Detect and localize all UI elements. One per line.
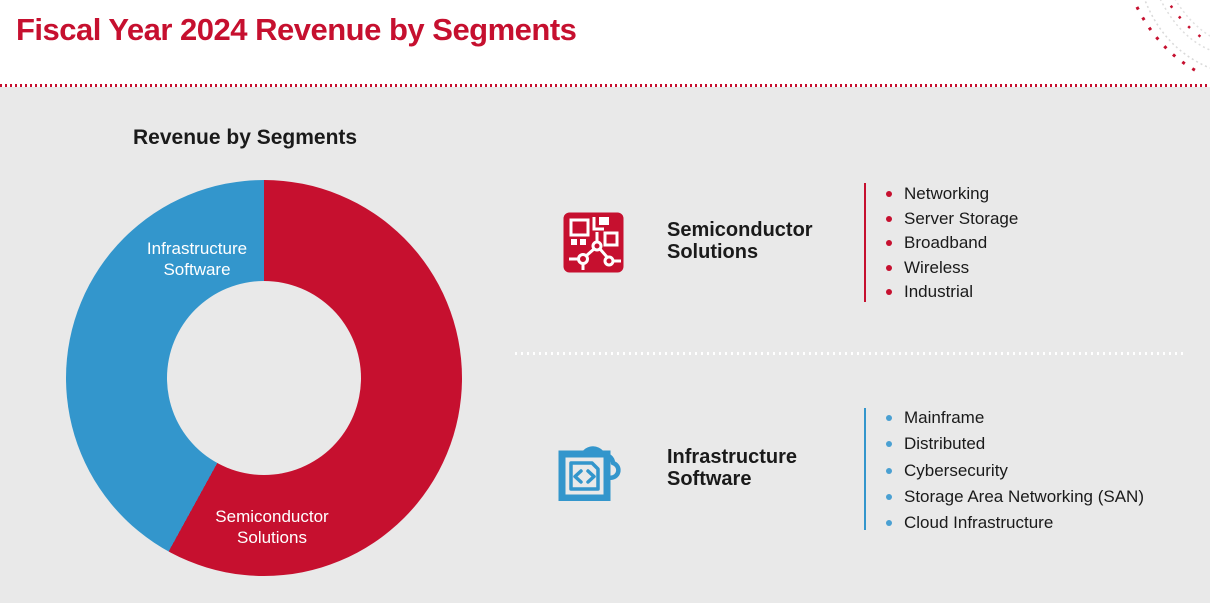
bullet-dot xyxy=(886,191,892,198)
list-item: Cloud Infrastructure xyxy=(886,510,1144,536)
slice-label-line: Infrastructure xyxy=(146,239,248,258)
list-item: Networking xyxy=(886,182,1018,207)
list-item-label: Industrial xyxy=(904,282,973,302)
list-item-label: Wireless xyxy=(904,257,970,277)
bullet-dot xyxy=(886,415,892,422)
legend-divider-dotted xyxy=(515,352,1187,355)
section-title-infrastructure-software: Infrastructure Software xyxy=(667,446,798,490)
bullet-dot xyxy=(886,215,892,222)
list-item: Storage Area Networking (SAN) xyxy=(886,484,1144,510)
list-item-label: Cybersecurity xyxy=(904,460,1008,480)
infrastructure-items-list: Mainframe Distributed Cybersecurity Storage… xyxy=(886,405,1144,536)
list-item: Server Storage xyxy=(886,207,1018,232)
section-title-semiconductor-solutions: Semiconductor Solutions xyxy=(667,219,813,263)
list-item-label: Cloud Infrastructure xyxy=(904,513,1054,533)
page-title: Fiscal Year 2024 Revenue by Segments xyxy=(16,12,577,47)
semiconductor-items-list: Networking Server Storage Broadband Wireles… xyxy=(886,182,1018,305)
slice-label-semiconductor-solutions: Semiconductor Solutions xyxy=(187,506,357,548)
accent-rule-infrastructure xyxy=(864,408,866,530)
list-item: Industrial xyxy=(886,280,1018,305)
list-item: Mainframe xyxy=(886,405,1144,431)
bullet-dot xyxy=(886,520,892,527)
corner-decoration xyxy=(1132,0,1210,76)
chart-title: Revenue by Segments xyxy=(133,126,358,149)
list-item-label: Networking xyxy=(904,184,990,204)
circuit-chip-icon xyxy=(563,212,624,273)
bullet-dot xyxy=(886,289,892,296)
list-item-label: Mainframe xyxy=(904,408,985,428)
accent-rule-semiconductor xyxy=(864,183,866,302)
slice-label-infrastructure-software: Infrastructure Software xyxy=(112,238,282,280)
donut-chart: Infrastructure Software Semiconductor So… xyxy=(66,180,462,576)
bullet-dot xyxy=(886,467,892,474)
slice-label-line: Software xyxy=(163,260,231,279)
list-item-label: Broadband xyxy=(904,233,988,253)
slice-label-line: Solutions xyxy=(237,528,307,547)
list-item: Distributed xyxy=(886,431,1144,457)
list-item-label: Distributed xyxy=(904,434,986,454)
bullet-dot xyxy=(886,441,892,448)
list-item-label: Server Storage xyxy=(904,208,1019,228)
cloud-code-icon xyxy=(558,446,621,501)
bullet-dot xyxy=(886,240,892,247)
list-item: Cybersecurity xyxy=(886,458,1144,484)
bullet-dot xyxy=(886,494,892,501)
slice-label-line: Semiconductor xyxy=(215,507,329,526)
donut-hole xyxy=(167,281,361,475)
list-item-label: Storage Area Networking (SAN) xyxy=(904,487,1144,507)
title-divider-dotted xyxy=(0,84,1210,87)
list-item: Wireless xyxy=(886,256,1018,281)
list-item: Broadband xyxy=(886,231,1018,256)
bullet-dot xyxy=(886,264,892,271)
